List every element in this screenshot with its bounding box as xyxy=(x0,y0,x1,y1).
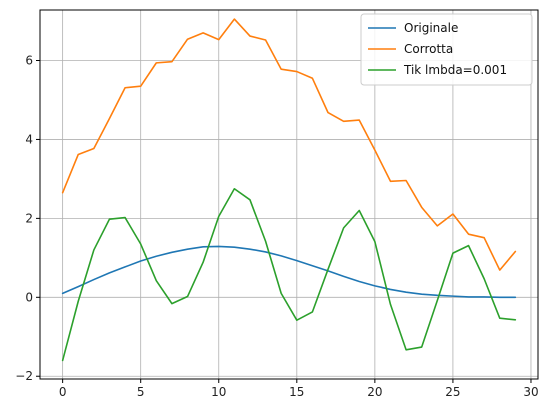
x-tick-label: 30 xyxy=(523,385,538,399)
x-tick-label: 15 xyxy=(289,385,304,399)
x-tick-label: 0 xyxy=(59,385,67,399)
y-tick-label: −2 xyxy=(15,369,33,383)
y-tick-label: 4 xyxy=(25,132,33,146)
legend-label-1: Corrotta xyxy=(404,42,453,56)
x-tick-label: 5 xyxy=(137,385,145,399)
x-tick-label: 20 xyxy=(367,385,382,399)
plot-frame xyxy=(39,9,539,380)
axis-ticks: 0 5 10 15 20 25 30 −2 0 2 4 6 xyxy=(15,54,538,399)
series-line-2 xyxy=(61,187,517,362)
series-lines xyxy=(61,18,517,362)
y-tick-label: 2 xyxy=(25,211,33,225)
legend-label-2: Tik lmbda=0.001 xyxy=(403,63,507,77)
y-tick-label: 0 xyxy=(25,290,33,304)
legend-label-0: Originale xyxy=(404,21,458,35)
y-tick-label: 6 xyxy=(25,54,33,68)
grid-lines xyxy=(40,10,538,379)
series-line-0 xyxy=(61,245,517,299)
legend: Originale Corrotta Tik lmbda=0.001 xyxy=(360,13,533,86)
x-tick-label: 10 xyxy=(211,385,226,399)
legend-box xyxy=(360,13,533,86)
series-line-1 xyxy=(61,18,517,271)
x-tick-label: 25 xyxy=(445,385,460,399)
